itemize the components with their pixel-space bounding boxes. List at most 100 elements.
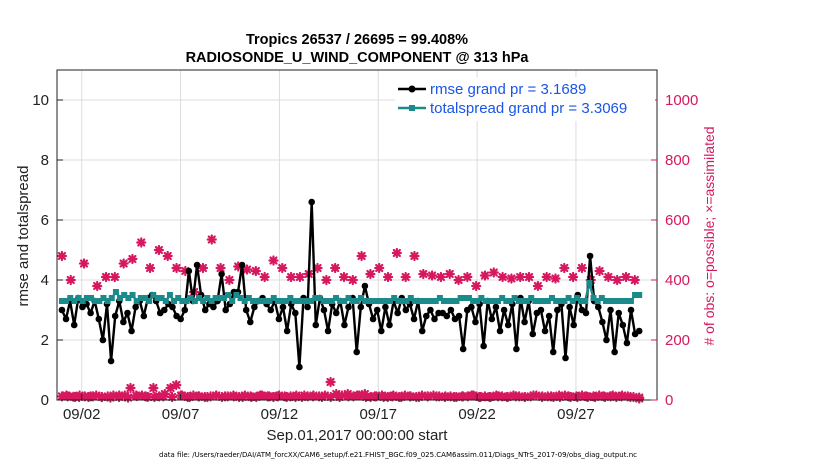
- rmse-point: [603, 336, 610, 344]
- spread-point: [470, 298, 477, 304]
- rmse-point: [193, 261, 201, 269]
- spread-point: [515, 298, 522, 304]
- rmse-point: [120, 318, 127, 326]
- obs-possible-point: [277, 262, 288, 274]
- spread-point: [171, 298, 178, 304]
- y-axis-left: 0 2 4 6 8 10: [32, 92, 63, 409]
- spread-point: [378, 298, 385, 304]
- spread-point: [424, 298, 431, 304]
- obs-marker-stroke: [110, 272, 119, 282]
- spread-point: [511, 295, 518, 301]
- spread-point: [204, 295, 211, 301]
- rmse-point: [459, 345, 467, 353]
- spread-point: [220, 295, 227, 301]
- rmse-point: [238, 261, 246, 269]
- obs-marker-stroke: [542, 272, 551, 282]
- spread-point: [187, 295, 194, 301]
- spread-point: [594, 298, 601, 304]
- obs-possible-point: [515, 271, 526, 283]
- spread-point: [308, 298, 315, 304]
- spread-point: [590, 295, 597, 301]
- obs-possible-point: [576, 262, 588, 274]
- obs-assimilated-point: [142, 391, 153, 403]
- spread-point: [449, 298, 456, 304]
- spread-point: [233, 292, 240, 298]
- obs-assimilated-point: [279, 391, 290, 402]
- obs-possible-point: [65, 274, 76, 286]
- obs-marker-stroke: [128, 254, 137, 264]
- spread-point: [499, 295, 506, 301]
- rmse-point: [529, 330, 537, 338]
- rmse-point: [431, 315, 438, 323]
- rmse-point: [324, 327, 332, 335]
- spread-point: [279, 298, 286, 304]
- spread-point: [241, 298, 248, 304]
- rmse-point: [296, 363, 303, 371]
- spread-point: [519, 298, 526, 304]
- legend-rmse-marker: [408, 85, 416, 93]
- spread-point: [237, 295, 244, 301]
- spread-point: [312, 295, 319, 301]
- rmse-point: [353, 348, 361, 356]
- series-lines: [58, 198, 643, 371]
- spread-point: [411, 298, 418, 304]
- y-right-tick-label: 1000: [665, 92, 698, 109]
- y-tick-label: 0: [41, 392, 49, 409]
- obs-marker-stroke: [383, 272, 393, 282]
- chart-title-line2: RADIOSONDE_U_WIND_COMPONENT @ 313 hPa: [186, 50, 530, 66]
- obs-marker-stroke: [560, 263, 569, 273]
- obs-possible-point: [488, 267, 499, 278]
- obs-assimilated-point: [148, 382, 159, 394]
- obs-marker-stroke: [569, 272, 578, 282]
- obs-marker-stroke: [480, 271, 490, 280]
- obs-possible-point: [109, 271, 120, 283]
- obs-marker-stroke: [366, 269, 375, 279]
- obs-possible-point: [409, 250, 420, 262]
- spread-point: [428, 298, 435, 304]
- rmse-point: [382, 303, 389, 311]
- spread-point: [420, 298, 427, 304]
- rmse-point: [87, 309, 94, 317]
- obs-possible-point: [285, 271, 297, 283]
- obs-possible-point: [435, 271, 447, 283]
- spread-point: [399, 298, 406, 304]
- rmse-point: [357, 303, 365, 311]
- rmse-point: [107, 357, 115, 365]
- spread-point: [536, 298, 543, 304]
- x-axis: 09/02 09/07 09/12 09/17 09/22 09/27: [63, 394, 595, 423]
- rmse-point: [468, 303, 475, 311]
- spread-point: [175, 295, 182, 301]
- obs-marker-stroke: [132, 391, 141, 400]
- spread-point: [295, 298, 302, 304]
- spread-point: [108, 295, 115, 301]
- obs-marker-stroke: [357, 251, 366, 261]
- rmse-point: [562, 354, 569, 362]
- spread-point: [333, 295, 340, 301]
- spread-point: [195, 295, 202, 301]
- rmse-point: [275, 315, 283, 323]
- spread-point: [382, 298, 389, 304]
- spread-point: [258, 298, 265, 304]
- legend-rmse-label: rmse grand pr = 3.1689: [430, 81, 586, 98]
- obs-possible-point: [127, 253, 138, 265]
- obs-marker-stroke: [145, 263, 155, 273]
- rmse-point: [169, 303, 176, 311]
- rmse-point: [304, 303, 311, 311]
- obs-marker-stroke: [489, 268, 498, 277]
- spread-point: [362, 298, 369, 304]
- rmse-point: [504, 321, 512, 329]
- spread-point: [191, 298, 198, 304]
- obs-possible-point: [444, 268, 455, 280]
- spread-point: [79, 298, 86, 304]
- obs-marker-stroke: [225, 275, 234, 285]
- obs-possible-point: [462, 271, 473, 283]
- obs-possible-point: [144, 262, 156, 274]
- obs-possible-point: [206, 234, 217, 245]
- obs-assimilated-point: [125, 382, 136, 394]
- obs-possible-point: [497, 271, 508, 283]
- rmse-point: [124, 309, 131, 317]
- obs-marker-stroke: [366, 392, 375, 402]
- obs-possible-point: [559, 262, 570, 274]
- x-tick-label: 09/22: [458, 406, 496, 423]
